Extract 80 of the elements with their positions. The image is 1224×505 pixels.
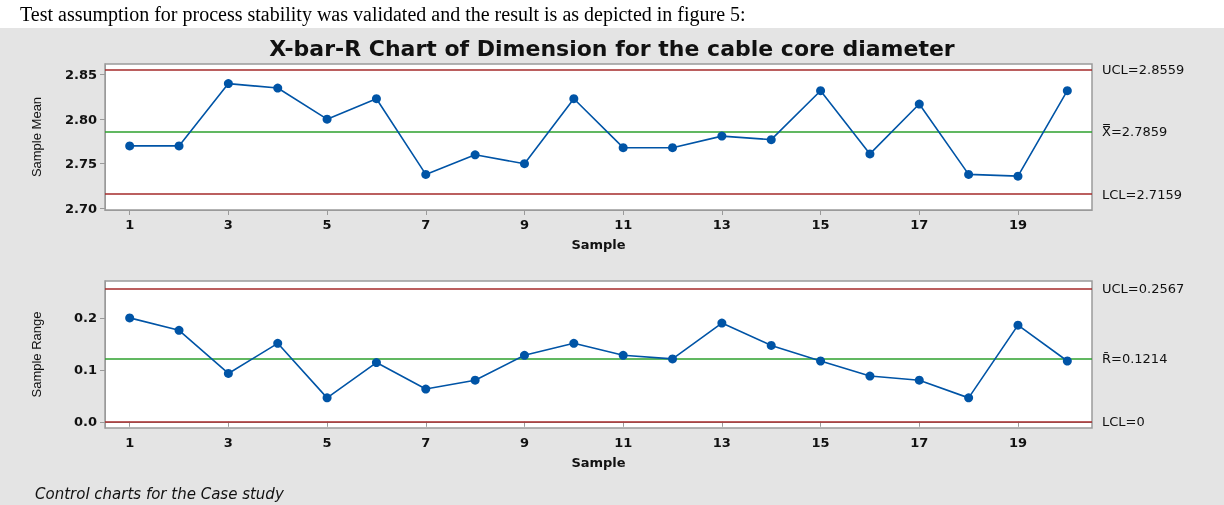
- y-tick-label: 2.70: [64, 200, 97, 216]
- y-tick-label: 2.85: [64, 67, 97, 83]
- ref-line-label: LCL=2.7159: [1102, 186, 1182, 202]
- x-tick-label: 7: [421, 435, 431, 450]
- x-tick-label: 11: [614, 217, 633, 232]
- point: [569, 338, 579, 348]
- x-tick-label: 1: [125, 435, 135, 450]
- point: [964, 169, 974, 179]
- ref-line-label: R̄=0.1214: [1102, 351, 1168, 367]
- point: [470, 375, 480, 385]
- point: [273, 338, 283, 348]
- point: [1013, 320, 1023, 330]
- chart-title: X-bar-R Chart of Dimension for the cable core diameter: [269, 35, 955, 61]
- ref-line-label: LCL=0: [1102, 414, 1145, 430]
- x-axis-title: Sample: [571, 455, 626, 470]
- x-tick-label: 9: [519, 217, 529, 232]
- ref-line-label: X̿=2.7859: [1102, 123, 1168, 140]
- x-tick-label: 19: [1008, 435, 1028, 450]
- x-tick-label: 15: [811, 435, 830, 450]
- point: [322, 393, 332, 403]
- x-tick-label: 13: [712, 435, 731, 450]
- point: [766, 135, 776, 145]
- point: [816, 356, 826, 366]
- x-axis-title: Sample: [571, 237, 626, 252]
- x-tick-label: 11: [614, 435, 633, 450]
- x-tick-label: 5: [322, 435, 332, 450]
- point: [668, 354, 678, 364]
- point: [964, 393, 974, 403]
- y-tick-label: 0.0: [73, 414, 97, 430]
- point: [223, 368, 233, 378]
- point: [519, 350, 529, 360]
- point: [223, 79, 233, 89]
- point: [125, 141, 135, 151]
- y-axis-title: Sample Mean: [29, 96, 44, 178]
- point: [174, 325, 184, 335]
- point: [816, 86, 826, 96]
- ref-line-label: UCL=0.2567: [1102, 280, 1185, 296]
- x-tick-label: 19: [1008, 217, 1028, 232]
- x-tick-label: 17: [910, 435, 929, 450]
- point: [1062, 356, 1072, 366]
- point: [618, 143, 628, 153]
- x-tick-label: 5: [322, 217, 332, 232]
- point: [766, 340, 776, 350]
- point: [717, 131, 727, 141]
- point: [421, 169, 431, 179]
- x-tick-label: 17: [910, 217, 929, 232]
- x-tick-label: 1: [125, 217, 135, 232]
- point: [519, 159, 529, 169]
- x-tick-label: 3: [223, 435, 233, 450]
- text: Control charts for the Case study: [35, 484, 285, 503]
- x-tick-label: 15: [811, 217, 830, 232]
- point: [914, 99, 924, 109]
- point: [174, 141, 184, 151]
- point: [618, 350, 628, 360]
- point: [865, 371, 875, 381]
- point: [371, 94, 381, 104]
- point: [717, 318, 727, 328]
- x-tick-label: 3: [223, 217, 233, 232]
- point: [914, 375, 924, 385]
- ref-line-label: UCL=2.8559: [1102, 61, 1185, 77]
- y-tick-label: 0.2: [73, 310, 97, 326]
- point: [470, 150, 480, 160]
- x-tick-label: 7: [421, 217, 431, 232]
- point: [322, 114, 332, 124]
- point: [421, 384, 431, 394]
- point: [668, 143, 678, 153]
- x-tick-label: 13: [712, 217, 731, 232]
- point: [371, 358, 381, 368]
- y-tick-label: 2.75: [64, 156, 97, 172]
- point: [865, 149, 875, 159]
- y-tick-label: 0.1: [73, 362, 97, 378]
- point: [125, 313, 135, 323]
- point: [569, 94, 579, 104]
- x-tick-label: 9: [519, 435, 529, 450]
- point: [1013, 171, 1023, 181]
- point: [273, 83, 283, 93]
- y-axis-title: Sample Range: [29, 311, 44, 398]
- y-tick-label: 2.80: [64, 111, 97, 127]
- text: Test assumption for process stability was validated and the result is as depicted in figure 5:: [0, 0, 1224, 28]
- point: [1062, 86, 1072, 96]
